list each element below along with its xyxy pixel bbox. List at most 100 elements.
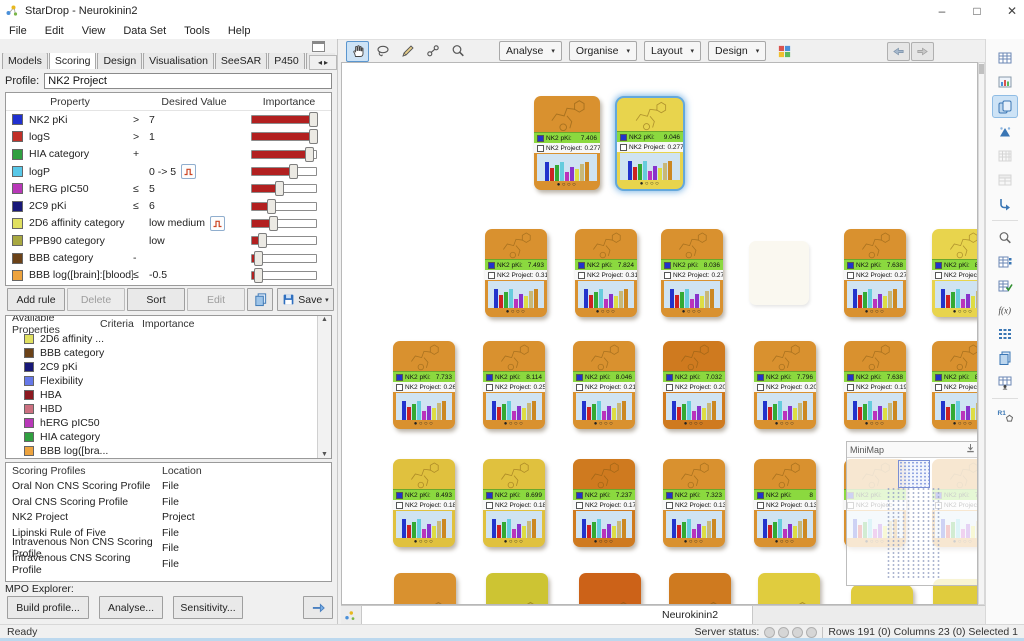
slider-handle[interactable] bbox=[308, 112, 318, 128]
available-property-row[interactable]: logD bbox=[6, 458, 331, 459]
property-row[interactable]: hERG pIC50 ≤5 bbox=[6, 180, 331, 197]
slider-handle[interactable] bbox=[266, 198, 276, 214]
pan-tool[interactable] bbox=[346, 40, 369, 62]
available-property-row[interactable]: BBB category bbox=[6, 346, 331, 360]
available-property-row[interactable]: 2D6 affinity ... bbox=[6, 332, 331, 346]
molecule-card[interactable] bbox=[749, 241, 809, 305]
copy-sheets-icon[interactable] bbox=[993, 347, 1017, 368]
available-property-row[interactable]: 2C9 pKi bbox=[6, 360, 331, 374]
mpo-forward-button[interactable] bbox=[303, 596, 333, 619]
find-icon[interactable] bbox=[993, 227, 1017, 248]
available-property-row[interactable]: BBB log([bra... bbox=[6, 444, 331, 458]
available-property-row[interactable]: HBD bbox=[6, 402, 331, 416]
property-row[interactable]: logS >1 bbox=[6, 128, 331, 145]
scroll-down-icon[interactable]: ▼ bbox=[321, 451, 328, 458]
menu-edit[interactable]: Edit bbox=[44, 24, 64, 37]
forward-button[interactable] bbox=[911, 42, 934, 61]
slider-handle[interactable] bbox=[274, 181, 284, 197]
draw-tool[interactable] bbox=[396, 41, 419, 62]
layout-dropdown[interactable]: Layout ▾ bbox=[644, 41, 702, 61]
tab-design[interactable]: Design bbox=[97, 53, 143, 69]
table-user-icon[interactable] bbox=[993, 371, 1017, 392]
minimap-panel[interactable]: MiniMap bbox=[846, 441, 977, 586]
molecule-card[interactable] bbox=[669, 573, 731, 604]
importance-slider[interactable] bbox=[251, 146, 317, 162]
minimap-viewport[interactable] bbox=[897, 460, 930, 488]
available-property-row[interactable]: hERG pIC50 bbox=[6, 416, 331, 430]
tab-scroll-right-icon[interactable]: ▸ bbox=[324, 58, 329, 67]
organise-dropdown[interactable]: Organise ▾ bbox=[568, 41, 637, 61]
molecule-card[interactable] bbox=[579, 573, 641, 604]
importance-slider[interactable] bbox=[251, 215, 317, 231]
zoom-tool[interactable] bbox=[446, 41, 469, 62]
r-group-icon[interactable]: R1 bbox=[993, 405, 1017, 426]
property-row[interactable]: PPB90 category low bbox=[6, 232, 331, 249]
molecule-card[interactable] bbox=[394, 573, 456, 604]
sort-button[interactable]: Sort bbox=[127, 288, 185, 311]
slider-handle[interactable] bbox=[308, 129, 318, 145]
pin-icon[interactable] bbox=[964, 442, 977, 457]
tab-p450[interactable]: P450 bbox=[268, 53, 305, 69]
property-row[interactable]: HIA category + bbox=[6, 146, 331, 163]
chemical-space-icon[interactable] bbox=[993, 121, 1017, 142]
scoring-profile-row[interactable]: Oral Non CNS Scoring Profile File bbox=[6, 479, 331, 495]
link-tool[interactable] bbox=[421, 41, 444, 62]
chart-image-icon[interactable] bbox=[993, 71, 1017, 92]
sensitivity-button[interactable]: Sensitivity... bbox=[173, 596, 243, 619]
design-set-icon[interactable] bbox=[773, 41, 796, 62]
molecule-card[interactable]: NK2 pKi: 8.099NK2 Project:0.2697 ●○○○ bbox=[932, 229, 977, 317]
menu-tools[interactable]: Tools bbox=[184, 24, 210, 37]
table-insert-icon[interactable] bbox=[993, 251, 1017, 272]
tab-scoring[interactable]: Scoring bbox=[48, 53, 97, 69]
property-row[interactable]: NK2 pKi >7 bbox=[6, 111, 331, 128]
back-button[interactable] bbox=[887, 42, 910, 61]
tab-models[interactable]: Models bbox=[2, 53, 48, 69]
spreadsheet-view-icon[interactable] bbox=[993, 47, 1017, 68]
property-row[interactable]: 2D6 affinity category low medium bbox=[6, 215, 331, 232]
card-view-icon[interactable] bbox=[992, 95, 1018, 118]
maximize-button[interactable]: □ bbox=[973, 3, 981, 18]
save-dropdown-icon[interactable]: ▾ bbox=[325, 296, 329, 304]
scoring-profile-row[interactable]: Intravenous CNS Scoring Profile File bbox=[6, 552, 331, 576]
slider-handle[interactable] bbox=[288, 164, 298, 180]
property-row[interactable]: BBB log([brain]:[blood]) ≤ -0.5 bbox=[6, 267, 331, 284]
slider-handle[interactable] bbox=[305, 146, 315, 162]
importance-slider[interactable] bbox=[251, 250, 317, 266]
canvas-scrollbar[interactable] bbox=[978, 62, 985, 605]
available-property-row[interactable]: Flexibility bbox=[6, 374, 331, 388]
close-button[interactable]: ✕ bbox=[1006, 3, 1018, 18]
add-rule-button[interactable]: Add rule bbox=[7, 288, 65, 311]
slider-handle[interactable] bbox=[268, 215, 278, 231]
scoring-profile-row[interactable]: NK2 Project Project bbox=[6, 510, 331, 526]
property-row[interactable]: logP 0 -> 5 bbox=[6, 163, 331, 180]
copy-profile-button[interactable] bbox=[247, 288, 273, 311]
slider-handle[interactable] bbox=[257, 233, 267, 249]
scoring-profile-row[interactable]: Oral CNS Scoring Profile File bbox=[6, 494, 331, 510]
available-properties-scrollbar[interactable]: ▲ ▼ bbox=[317, 316, 331, 458]
importance-slider[interactable] bbox=[251, 267, 317, 283]
analyse-button[interactable]: Analyse... bbox=[99, 596, 163, 619]
importance-slider[interactable] bbox=[251, 112, 318, 128]
menu-data-set[interactable]: Data Set bbox=[123, 24, 167, 37]
tab-visualisation[interactable]: Visualisation bbox=[143, 53, 214, 69]
tab-neurokinin2[interactable]: Neurokinin2 bbox=[361, 606, 753, 625]
desirability-function-icon[interactable] bbox=[210, 215, 226, 231]
menu-help[interactable]: Help bbox=[227, 24, 251, 37]
build-profile-button[interactable]: Build profile... bbox=[7, 596, 89, 619]
molecule-card[interactable] bbox=[486, 573, 548, 604]
design-dropdown[interactable]: Design ▾ bbox=[708, 41, 767, 61]
lasso-tool[interactable] bbox=[371, 41, 394, 62]
importance-slider[interactable] bbox=[251, 129, 318, 145]
analyse-dropdown[interactable]: Analyse ▾ bbox=[499, 41, 562, 61]
